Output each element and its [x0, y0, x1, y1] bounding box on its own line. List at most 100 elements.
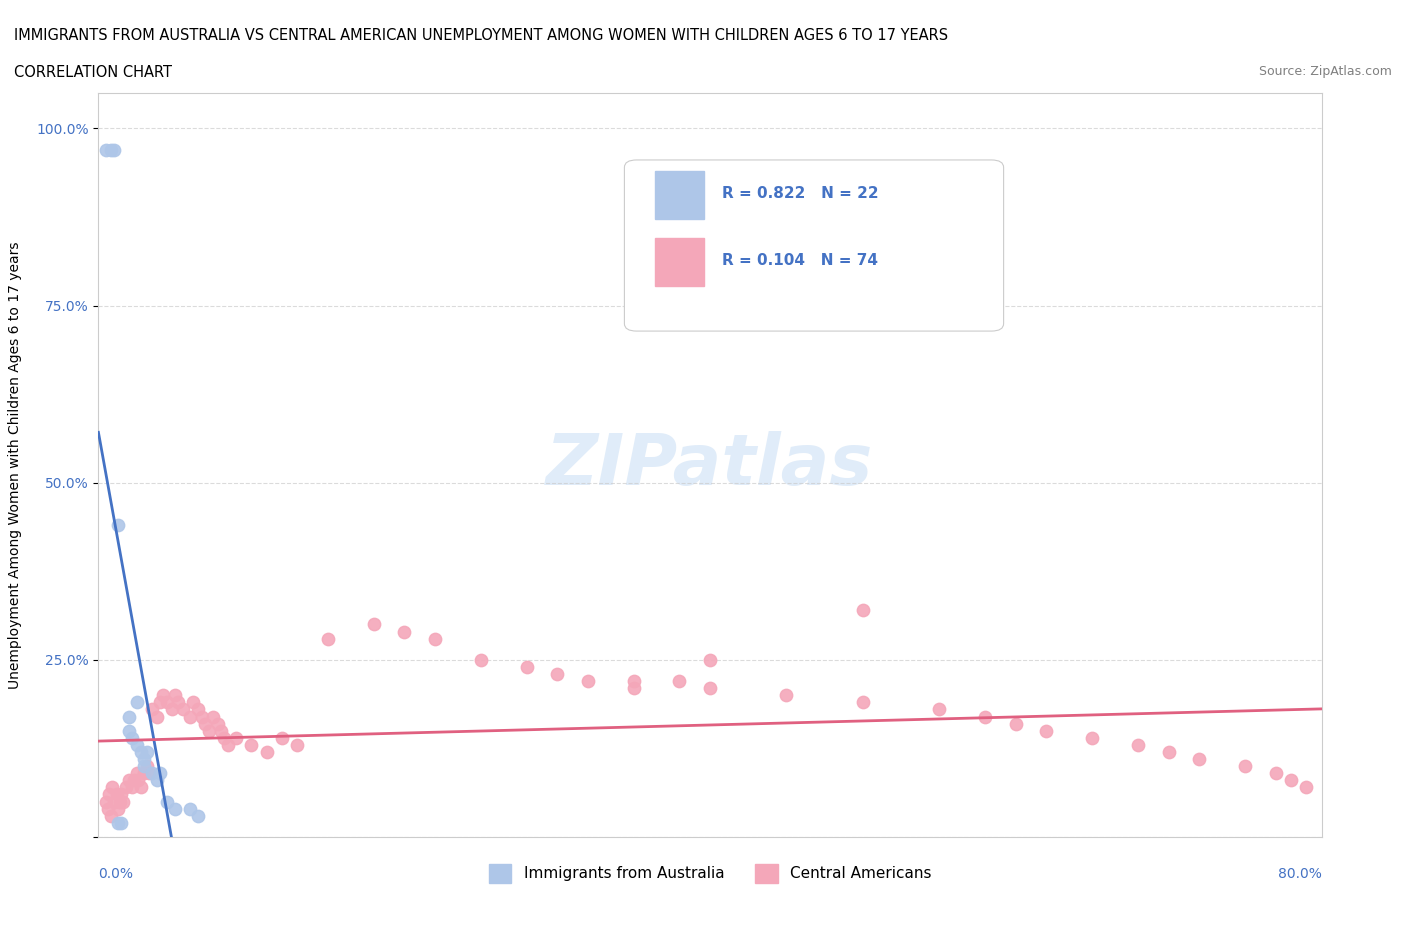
Point: [129, 745, 152, 760]
Point: [111, 794, 134, 809]
Point: [103, 142, 125, 157]
Point: [152, 688, 174, 703]
Point: [1004, 716, 1026, 731]
Point: [392, 624, 416, 639]
Point: [1234, 759, 1257, 774]
Point: [668, 673, 690, 688]
FancyBboxPatch shape: [624, 160, 1004, 331]
Point: [149, 695, 172, 710]
Point: [167, 695, 190, 710]
Point: [197, 724, 219, 738]
Y-axis label: Unemployment Among Women with Children Ages 6 to 17 years: Unemployment Among Women with Children A…: [8, 241, 22, 689]
Point: [129, 780, 152, 795]
Point: [118, 724, 141, 738]
Point: [107, 802, 129, 817]
Point: [1128, 737, 1150, 752]
Point: [94, 142, 117, 157]
Legend: Immigrants from Australia, Central Americans: Immigrants from Australia, Central Ameri…: [482, 858, 938, 889]
Point: [172, 702, 194, 717]
Point: [225, 730, 247, 745]
Point: [699, 653, 721, 668]
Point: [1279, 773, 1302, 788]
Point: [136, 759, 159, 774]
Text: R = 0.822   N = 22: R = 0.822 N = 22: [723, 186, 879, 201]
Point: [149, 765, 172, 780]
Point: [207, 716, 229, 731]
Point: [122, 773, 145, 788]
Text: 80.0%: 80.0%: [1278, 867, 1322, 881]
Point: [110, 787, 132, 802]
Point: [270, 730, 292, 745]
Point: [240, 737, 263, 752]
Point: [928, 702, 950, 717]
Point: [125, 695, 148, 710]
Point: [134, 759, 156, 774]
Point: [217, 737, 239, 752]
Point: [105, 787, 128, 802]
Point: [1081, 730, 1104, 745]
Point: [107, 518, 129, 533]
Point: [1157, 745, 1180, 760]
Point: [974, 709, 997, 724]
Point: [163, 802, 186, 817]
Point: [1188, 751, 1211, 766]
Point: [163, 688, 186, 703]
Text: ZIPatlas: ZIPatlas: [547, 431, 873, 499]
Point: [156, 794, 179, 809]
Point: [97, 802, 120, 817]
Point: [125, 765, 148, 780]
Point: [623, 681, 645, 696]
Point: [209, 724, 232, 738]
Point: [121, 730, 143, 745]
FancyBboxPatch shape: [655, 238, 704, 286]
Text: R = 0.104   N = 74: R = 0.104 N = 74: [723, 253, 879, 268]
Point: [115, 780, 138, 795]
Point: [546, 667, 568, 682]
Point: [94, 794, 117, 809]
Text: CORRELATION CHART: CORRELATION CHART: [14, 65, 172, 80]
Point: [699, 681, 721, 696]
Point: [134, 765, 156, 780]
Point: [516, 659, 538, 674]
Point: [576, 673, 599, 688]
Point: [98, 787, 121, 802]
Point: [100, 808, 122, 823]
Point: [118, 773, 141, 788]
Point: [103, 794, 125, 809]
Point: [145, 709, 167, 724]
Text: Source: ZipAtlas.com: Source: ZipAtlas.com: [1258, 65, 1392, 78]
Point: [134, 751, 156, 766]
Point: [1035, 724, 1057, 738]
Point: [852, 603, 875, 618]
Point: [316, 631, 339, 646]
Point: [212, 730, 235, 745]
Point: [852, 695, 875, 710]
Point: [136, 745, 159, 760]
Point: [202, 709, 225, 724]
Point: [256, 745, 278, 760]
Point: [110, 816, 132, 830]
Point: [423, 631, 446, 646]
Point: [181, 695, 204, 710]
Point: [141, 765, 163, 780]
Text: 0.0%: 0.0%: [98, 867, 134, 881]
Point: [1295, 780, 1317, 795]
Point: [141, 702, 163, 717]
Point: [101, 780, 124, 795]
Point: [191, 709, 214, 724]
Point: [138, 765, 160, 780]
Point: [118, 709, 141, 724]
Point: [160, 702, 183, 717]
Point: [623, 673, 645, 688]
Point: [125, 737, 148, 752]
Point: [179, 709, 201, 724]
Point: [179, 802, 201, 817]
Point: [187, 808, 209, 823]
Point: [363, 617, 385, 631]
Point: [194, 716, 217, 731]
Point: [127, 773, 149, 788]
Point: [156, 695, 179, 710]
FancyBboxPatch shape: [655, 171, 704, 219]
Point: [145, 773, 167, 788]
Point: [470, 653, 492, 668]
